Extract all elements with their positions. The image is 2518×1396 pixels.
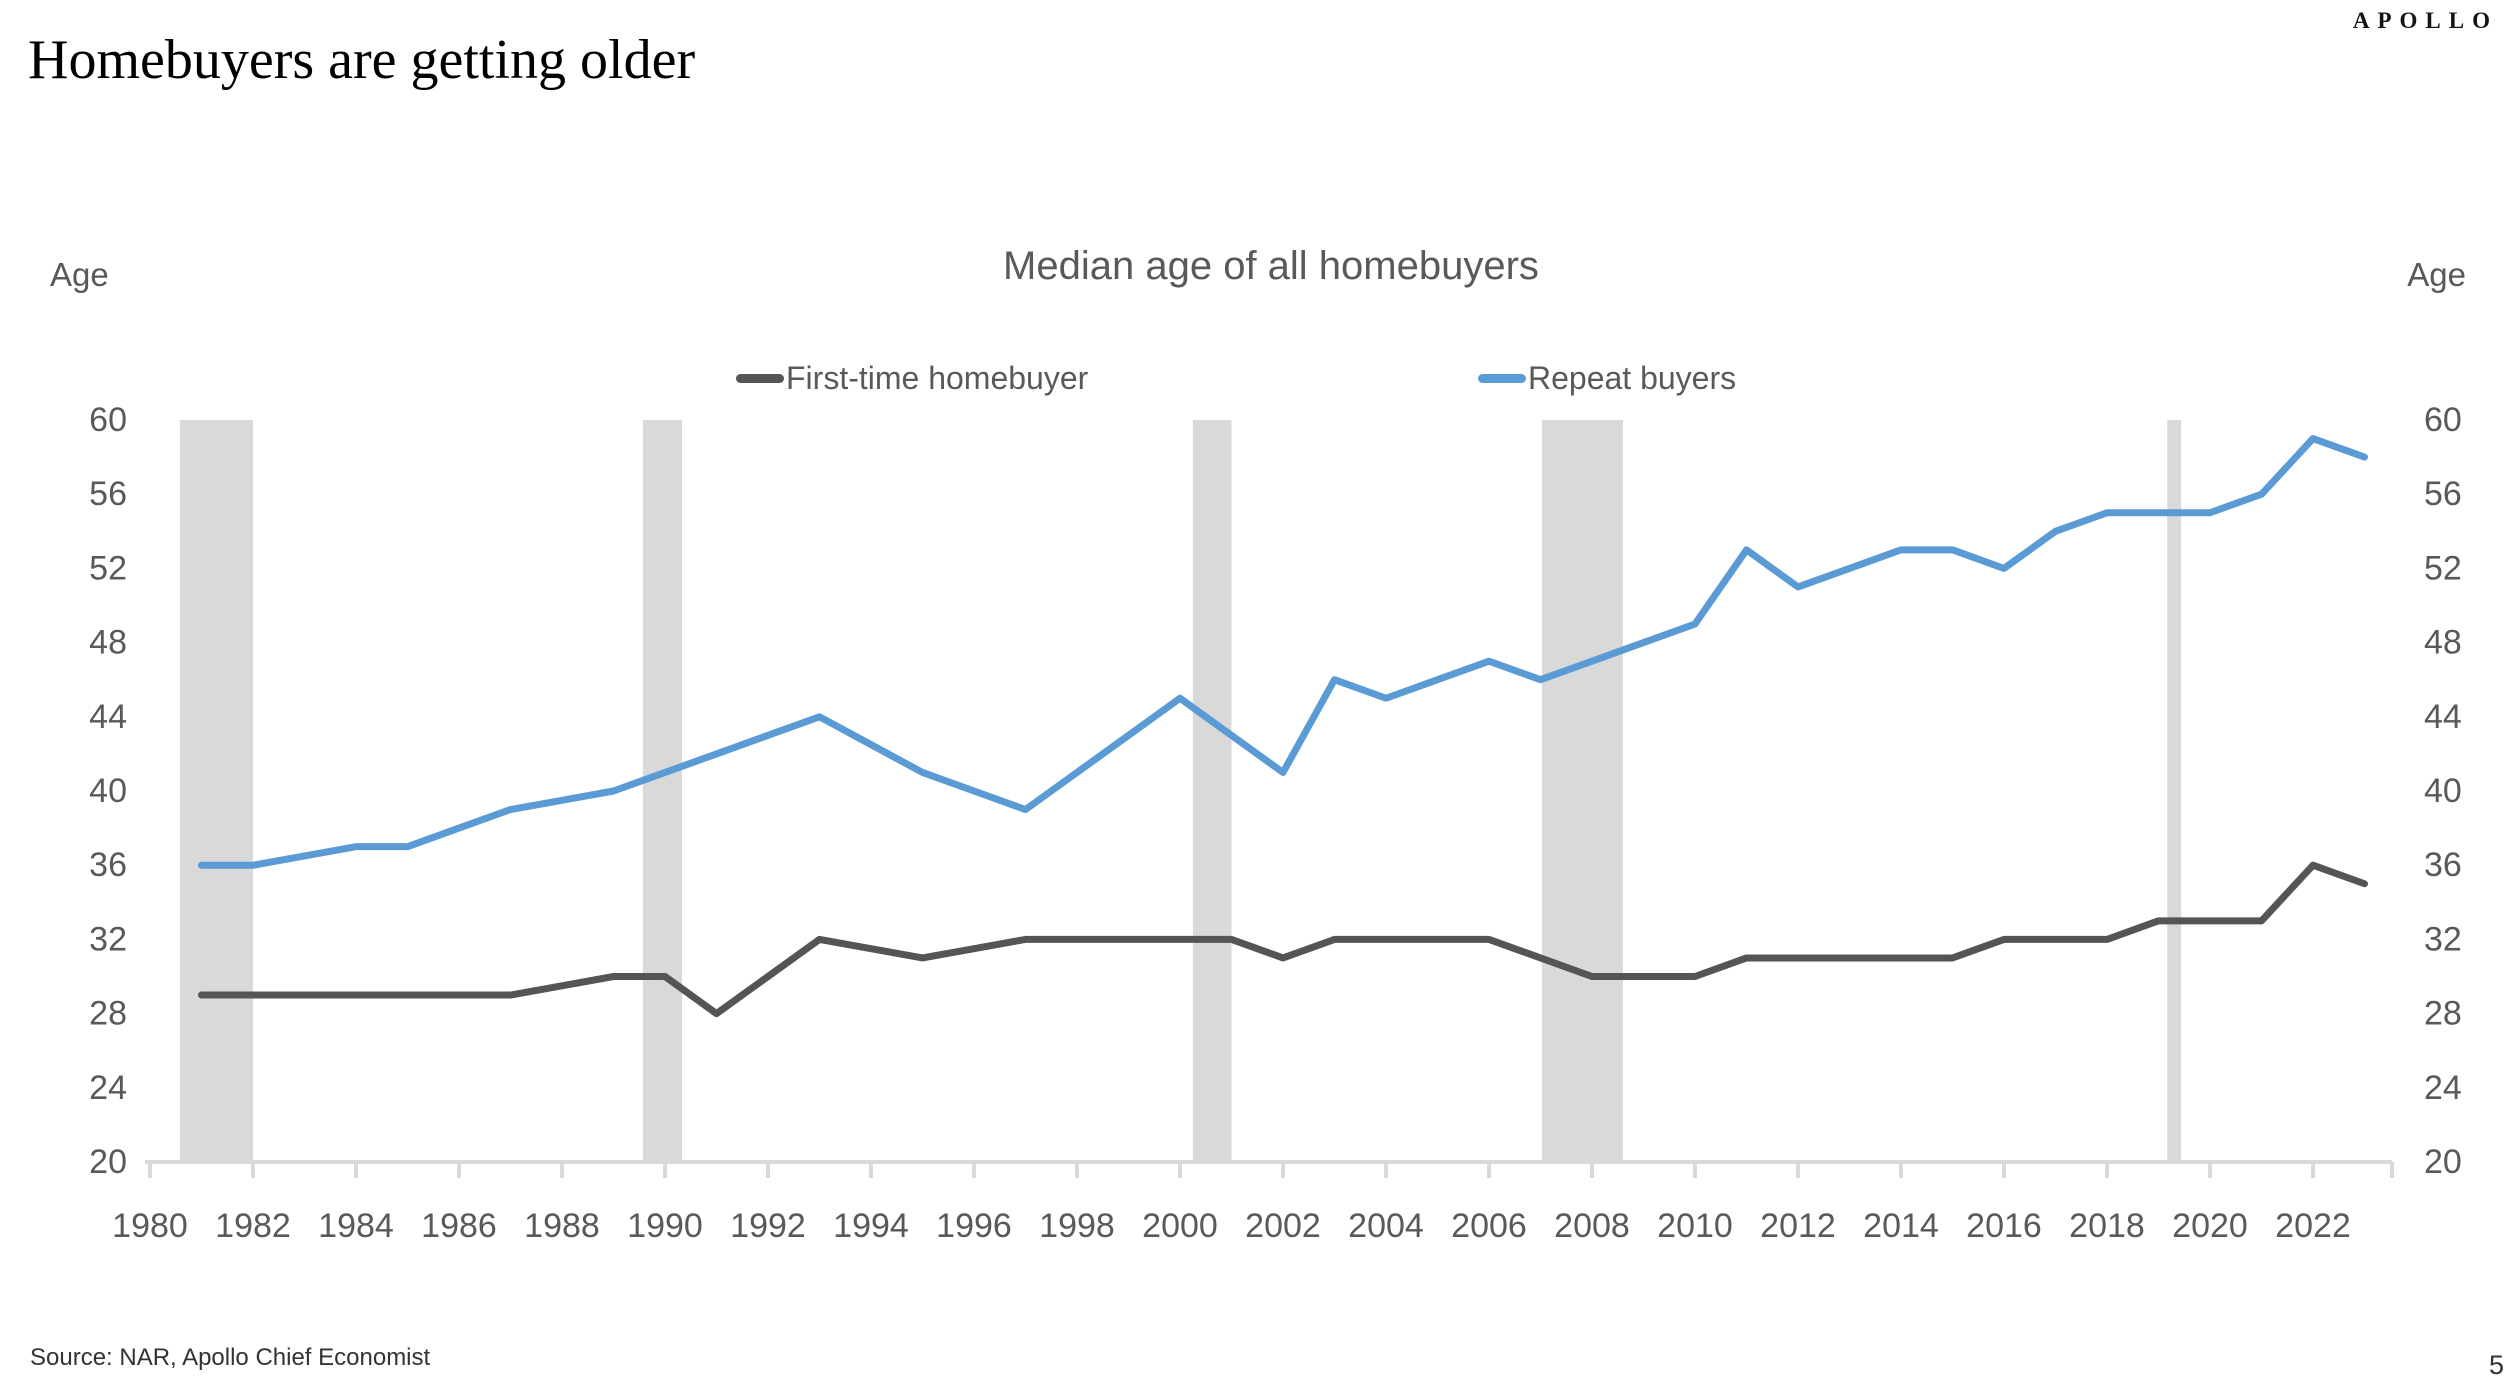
y-tick-label-left: 24 <box>89 1069 127 1107</box>
x-tick-label: 2008 <box>1554 1207 1630 1245</box>
x-tick-label: 1994 <box>833 1207 909 1245</box>
x-tick-label: 1992 <box>730 1207 806 1245</box>
y-tick-label-right: 44 <box>2424 698 2462 736</box>
page-number: 5 <box>2488 1350 2504 1380</box>
x-tick-label: 2020 <box>2172 1207 2248 1245</box>
y-tick-label-left: 36 <box>89 846 127 884</box>
x-tick-label: 2016 <box>1966 1207 2042 1245</box>
x-tick-label: 1990 <box>627 1207 703 1245</box>
x-tick-label: 2014 <box>1863 1207 1939 1245</box>
x-tick-label: 2010 <box>1657 1207 1733 1245</box>
chart-title: Median age of all homebuyers <box>1003 244 1539 288</box>
y-tick-label-left: 60 <box>89 401 127 439</box>
x-tick-label: 1984 <box>318 1207 394 1245</box>
y-tick-label-right: 52 <box>2424 549 2462 587</box>
recession-band <box>1192 420 1232 1162</box>
x-tick-label: 2006 <box>1451 1207 1527 1245</box>
y-tick-label-right: 36 <box>2424 846 2462 884</box>
x-tick-label: 2012 <box>1760 1207 1836 1245</box>
y-tick-label-right: 20 <box>2424 1143 2462 1181</box>
x-tick-label: 1996 <box>936 1207 1012 1245</box>
y-tick-label-right: 60 <box>2424 401 2462 439</box>
series-line-repeat-buyers <box>198 435 2368 869</box>
y-tick-label-left: 56 <box>89 475 127 513</box>
y-tick-label-left: 52 <box>89 549 127 587</box>
y-axis-title-left: Age <box>50 256 109 293</box>
x-tick-label: 2000 <box>1142 1207 1218 1245</box>
y-tick-label-left: 44 <box>89 698 127 736</box>
y-tick-label-left: 48 <box>89 624 127 662</box>
x-tick-label: 1986 <box>421 1207 497 1245</box>
source-note: Source: NAR, Apollo Chief Economist <box>30 1344 431 1371</box>
y-tick-label-right: 48 <box>2424 624 2462 662</box>
first-time-line-swatch-icon <box>736 373 784 383</box>
legend-entry-repeat-buyers: Repeat buyers <box>1478 356 1736 400</box>
recession-band <box>642 420 682 1162</box>
repeat-buyers-line-swatch-icon <box>1478 373 1526 383</box>
y-axis-title-right: Age <box>2407 256 2466 293</box>
x-tick-label: 1980 <box>112 1207 188 1245</box>
x-tick-label: 1988 <box>524 1207 600 1245</box>
y-tick-label-left: 40 <box>89 772 127 810</box>
y-tick-label-left: 32 <box>89 920 127 958</box>
legend-label: First-time homebuyer <box>786 359 1089 396</box>
series-line-first-time-homebuyer <box>198 861 2368 1018</box>
y-tick-label-right: 24 <box>2424 1069 2462 1107</box>
y-tick-label-right: 40 <box>2424 772 2462 810</box>
x-tick-label: 2022 <box>2275 1207 2351 1245</box>
apollo-logo: APOLLO <box>2352 8 2498 33</box>
x-tick-label: 1982 <box>215 1207 291 1245</box>
x-tick-label: 2004 <box>1348 1207 1424 1245</box>
y-tick-label-right: 32 <box>2424 920 2462 958</box>
page-title: Homebuyers are getting older <box>28 29 696 91</box>
x-tick-label: 2002 <box>1245 1207 1321 1245</box>
recession-band <box>179 420 253 1162</box>
legend-label: Repeat buyers <box>1528 359 1737 396</box>
y-tick-label-left: 20 <box>89 1143 127 1181</box>
recession-band <box>2167 420 2182 1162</box>
recession-band <box>1542 420 1623 1162</box>
y-tick-label-right: 56 <box>2424 475 2462 513</box>
y-tick-label-right: 28 <box>2424 995 2462 1033</box>
chart-legend: First-time homebuyer Repeat buyers <box>0 356 2518 400</box>
x-tick-label: 2018 <box>2069 1207 2145 1245</box>
legend-entry-first-time: First-time homebuyer <box>736 356 1088 400</box>
x-tick-label: 1998 <box>1039 1207 1115 1245</box>
y-tick-label-left: 28 <box>89 995 127 1033</box>
